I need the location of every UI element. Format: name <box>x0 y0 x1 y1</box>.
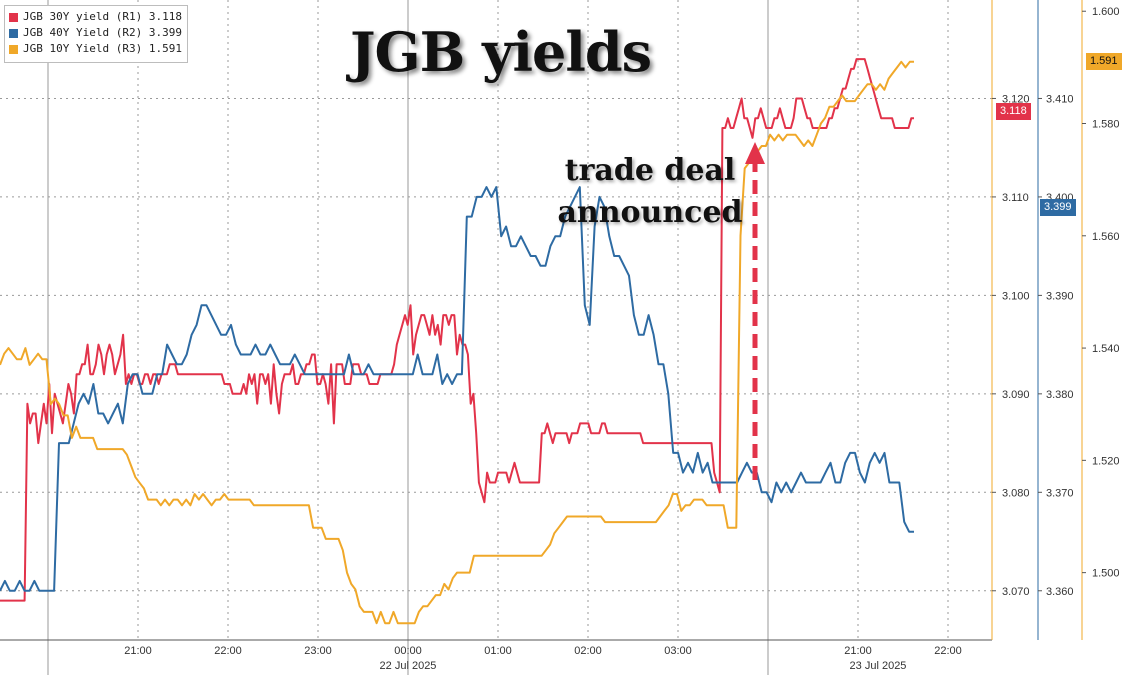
legend-label-10y: JGB 10Y Yield (R3) 1.591 <box>23 42 182 55</box>
y-tick-label-r3: 1.500 <box>1092 568 1120 580</box>
x-tick-label: 02:00 <box>574 645 602 657</box>
y-tick-label-r1: 3.100 <box>1002 290 1030 302</box>
date-label: 23 Jul 2025 <box>850 660 907 672</box>
y-tick-label-r1: 3.080 <box>1002 487 1030 499</box>
date-label: 22 Jul 2025 <box>380 660 437 672</box>
legend-item-10y: JGB 10Y Yield (R3) 1.591 <box>9 41 183 57</box>
gridlines <box>0 0 992 675</box>
badge-10y: 1.591 <box>1086 53 1122 70</box>
y-tick-label-r1: 3.070 <box>1002 586 1030 598</box>
legend-swatch-10y <box>9 44 18 54</box>
x-tick-label: 03:00 <box>664 645 692 657</box>
legend: JGB 30Y yield (R1) 3.118 JGB 40Y Yield (… <box>4 5 188 63</box>
y-tick-label-r3: 1.600 <box>1092 6 1120 18</box>
x-tick-label: 22:00 <box>934 645 962 657</box>
legend-item-40y: JGB 40Y Yield (R2) 3.399 <box>9 25 183 41</box>
y-tick-label-r2: 3.410 <box>1046 93 1074 105</box>
series-lines <box>0 58 914 625</box>
y-tick-label-r2: 3.390 <box>1046 290 1074 302</box>
y-tick-label-r3: 1.520 <box>1092 455 1120 467</box>
x-tick-label: 01:00 <box>484 645 512 657</box>
x-tick-label: 22:00 <box>214 645 242 657</box>
y-tick-label-r3: 1.560 <box>1092 231 1120 243</box>
trade-deal-annotation: trade deal announced <box>555 150 745 234</box>
annotation-line-2: announced <box>557 195 743 230</box>
y-tick-label-r1: 3.120 <box>1002 93 1030 105</box>
arrow-head <box>745 142 765 164</box>
series-line-1 <box>0 186 914 592</box>
y-tick-label-r1: 3.090 <box>1002 389 1030 401</box>
x-tick-label: 21:00 <box>844 645 872 657</box>
y-tick-label-r1: 3.110 <box>1002 192 1029 204</box>
legend-label-30y: JGB 30Y yield (R1) 3.118 <box>23 10 182 23</box>
y-tick-label-r3: 1.580 <box>1092 119 1120 131</box>
legend-swatch-40y <box>9 28 18 38</box>
badge-40y: 3.399 <box>1040 199 1076 216</box>
legend-swatch-30y <box>9 12 18 22</box>
series-line-0 <box>0 58 914 602</box>
y-tick-label-r2: 3.380 <box>1046 389 1074 401</box>
x-tick-label: 23:00 <box>304 645 332 657</box>
y-tick-label-r2: 3.360 <box>1046 586 1074 598</box>
y-tick-label-r2: 3.370 <box>1046 487 1074 499</box>
annotation-line-1: trade deal <box>564 153 736 188</box>
x-tick-label: 00:00 <box>394 645 422 657</box>
badge-30y: 3.118 <box>996 103 1031 120</box>
x-tick-label: 21:00 <box>124 645 152 657</box>
trade-deal-arrow <box>745 142 765 480</box>
series-line-2 <box>0 60 914 625</box>
chart-title: JGB yields <box>350 20 652 84</box>
y-tick-label-r3: 1.540 <box>1092 343 1120 355</box>
legend-item-30y: JGB 30Y yield (R1) 3.118 <box>9 9 183 25</box>
legend-label-40y: JGB 40Y Yield (R2) 3.399 <box>23 26 182 39</box>
